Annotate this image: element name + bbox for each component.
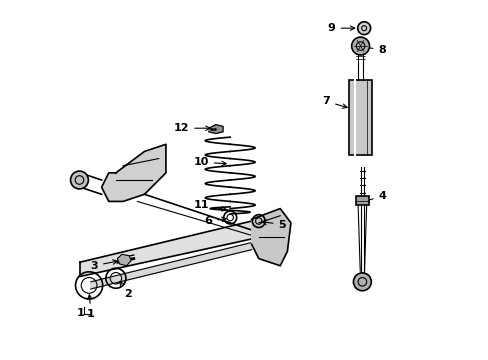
Text: 8: 8 — [364, 45, 386, 55]
Bar — [348, 80, 371, 155]
Text: 9: 9 — [327, 23, 354, 33]
Polygon shape — [91, 243, 251, 289]
Circle shape — [357, 22, 370, 35]
Polygon shape — [251, 208, 290, 266]
Polygon shape — [80, 221, 251, 276]
Text: 10: 10 — [193, 157, 226, 167]
Text: 3: 3 — [90, 260, 117, 271]
Circle shape — [353, 273, 370, 291]
Text: 1: 1 — [87, 295, 95, 319]
Text: 6: 6 — [204, 216, 226, 226]
Circle shape — [70, 171, 88, 189]
Text: 12: 12 — [173, 123, 210, 133]
Text: 11: 11 — [193, 200, 226, 211]
Text: 5: 5 — [262, 220, 285, 230]
Text: 1: 1 — [76, 308, 84, 318]
Text: 4: 4 — [361, 191, 386, 203]
Polygon shape — [117, 254, 131, 266]
Polygon shape — [208, 125, 223, 134]
Text: 7: 7 — [322, 96, 346, 108]
Polygon shape — [102, 144, 165, 202]
Bar — [355, 196, 368, 205]
Circle shape — [351, 37, 369, 55]
Text: 2: 2 — [120, 282, 132, 299]
